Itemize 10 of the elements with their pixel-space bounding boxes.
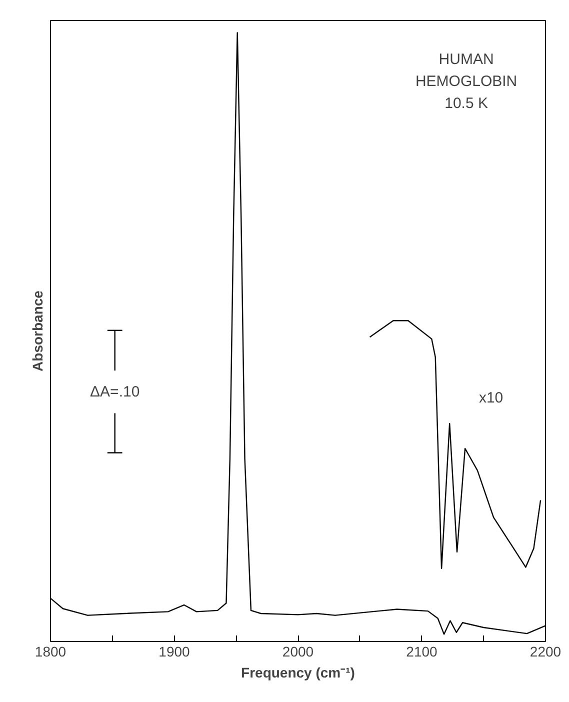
y-axis-title: Absorbance [30, 290, 46, 372]
x-tick-label: 2100 [406, 644, 438, 660]
x-tick-label: 2000 [282, 644, 314, 660]
x-axis-title: Frequency (cm⁻¹) [241, 664, 355, 680]
annotation: x10 [478, 389, 504, 406]
x-tick-label: 2200 [530, 644, 562, 660]
annotation: HUMAN HEMOGLOBIN 10.5 K [415, 50, 518, 112]
annotation: ΔA=.10 [90, 383, 140, 400]
x-tick-label: 1800 [34, 644, 66, 660]
x-tick-label: 1900 [158, 644, 190, 660]
